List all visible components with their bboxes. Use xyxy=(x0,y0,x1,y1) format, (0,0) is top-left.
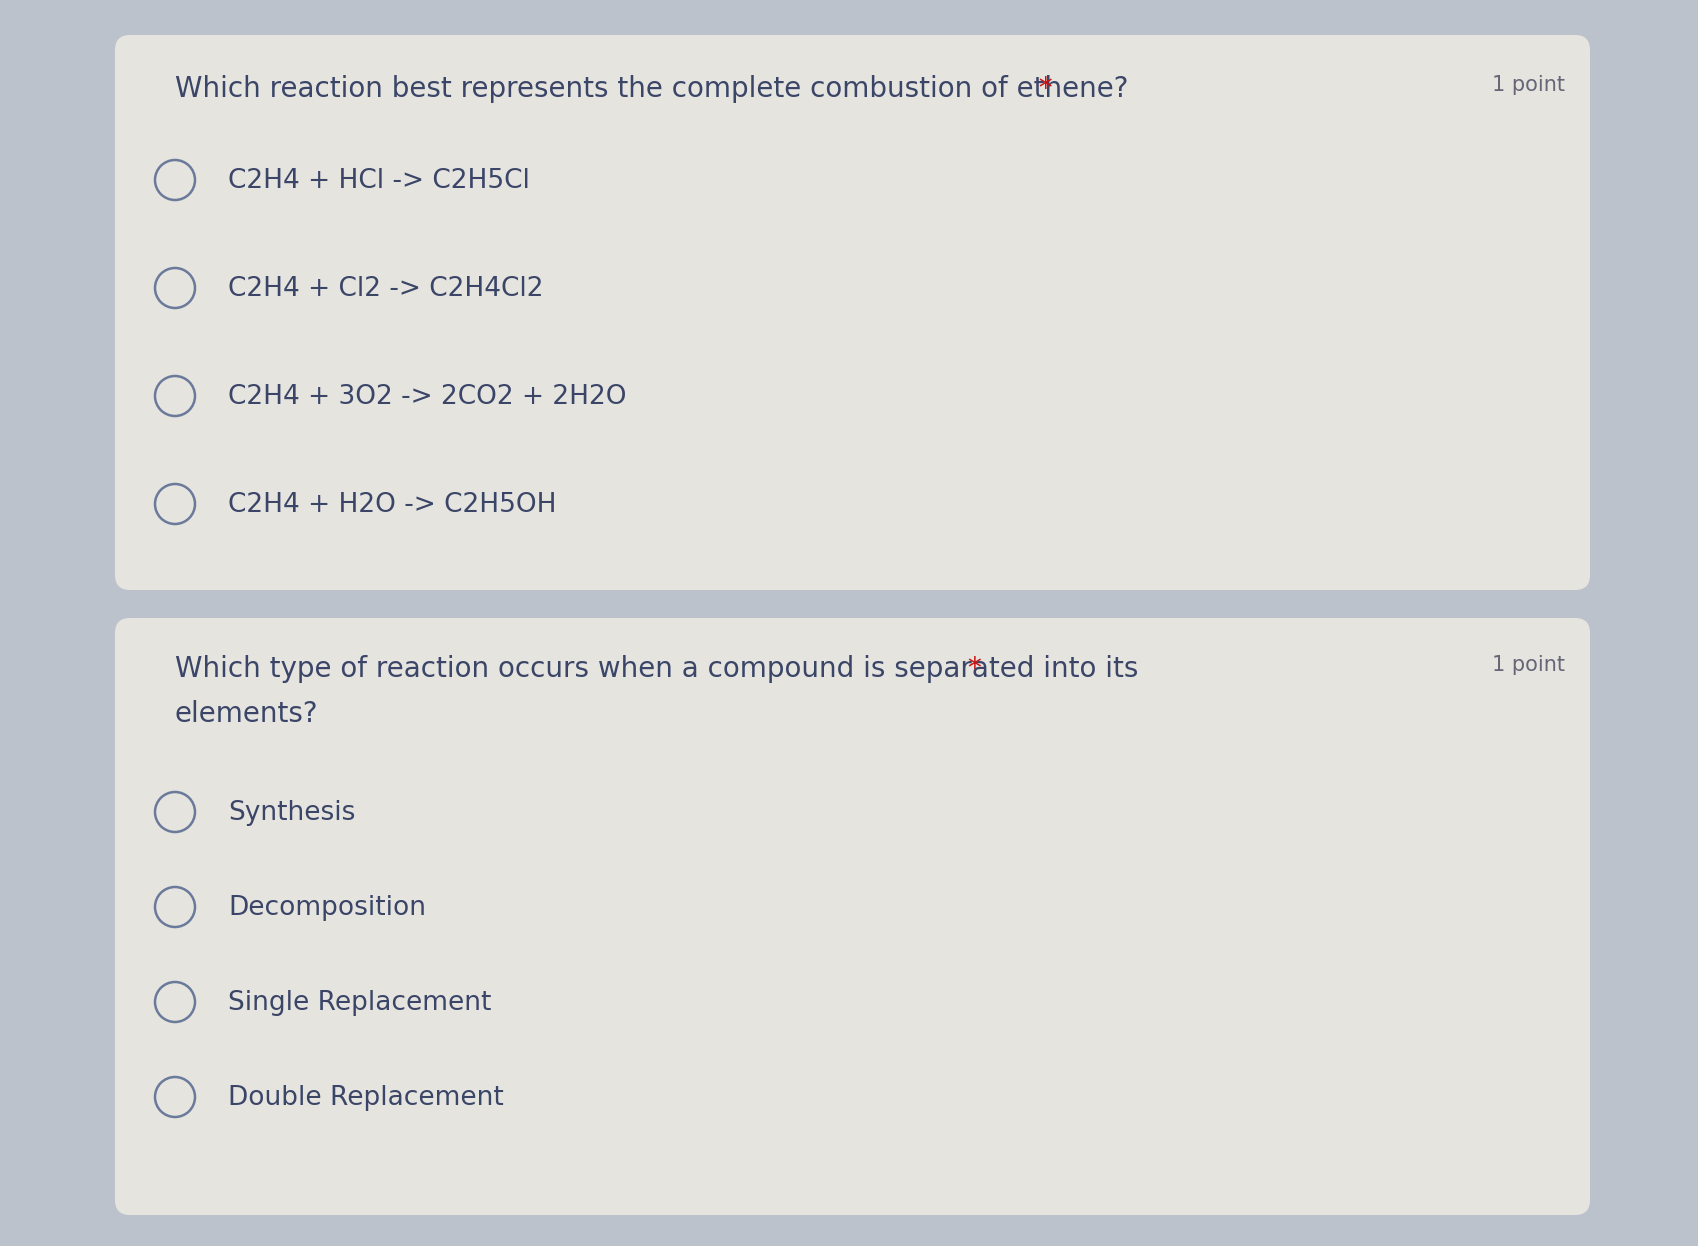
FancyBboxPatch shape xyxy=(115,618,1589,1215)
Text: Decomposition: Decomposition xyxy=(228,895,426,921)
Text: Which reaction best represents the complete combustion of ethene?: Which reaction best represents the compl… xyxy=(175,75,1127,103)
Text: Single Replacement: Single Replacement xyxy=(228,991,491,1015)
Text: 1 point: 1 point xyxy=(1491,75,1564,95)
Text: C2H4 + 3O2 -> 2CO2 + 2H2O: C2H4 + 3O2 -> 2CO2 + 2H2O xyxy=(228,384,627,410)
Text: Synthesis: Synthesis xyxy=(228,800,355,826)
Text: C2H4 + Cl2 -> C2H4Cl2: C2H4 + Cl2 -> C2H4Cl2 xyxy=(228,277,543,302)
Text: Double Replacement: Double Replacement xyxy=(228,1085,503,1111)
Text: *: * xyxy=(1029,75,1053,103)
Text: *: * xyxy=(966,655,980,683)
FancyBboxPatch shape xyxy=(115,35,1589,591)
Text: 1 point: 1 point xyxy=(1491,655,1564,675)
Text: Which type of reaction occurs when a compound is separated into its: Which type of reaction occurs when a com… xyxy=(175,655,1138,683)
Text: C2H4 + HCl -> C2H5Cl: C2H4 + HCl -> C2H5Cl xyxy=(228,168,530,194)
Text: elements?: elements? xyxy=(175,700,319,728)
Text: C2H4 + H2O -> C2H5OH: C2H4 + H2O -> C2H5OH xyxy=(228,492,557,518)
